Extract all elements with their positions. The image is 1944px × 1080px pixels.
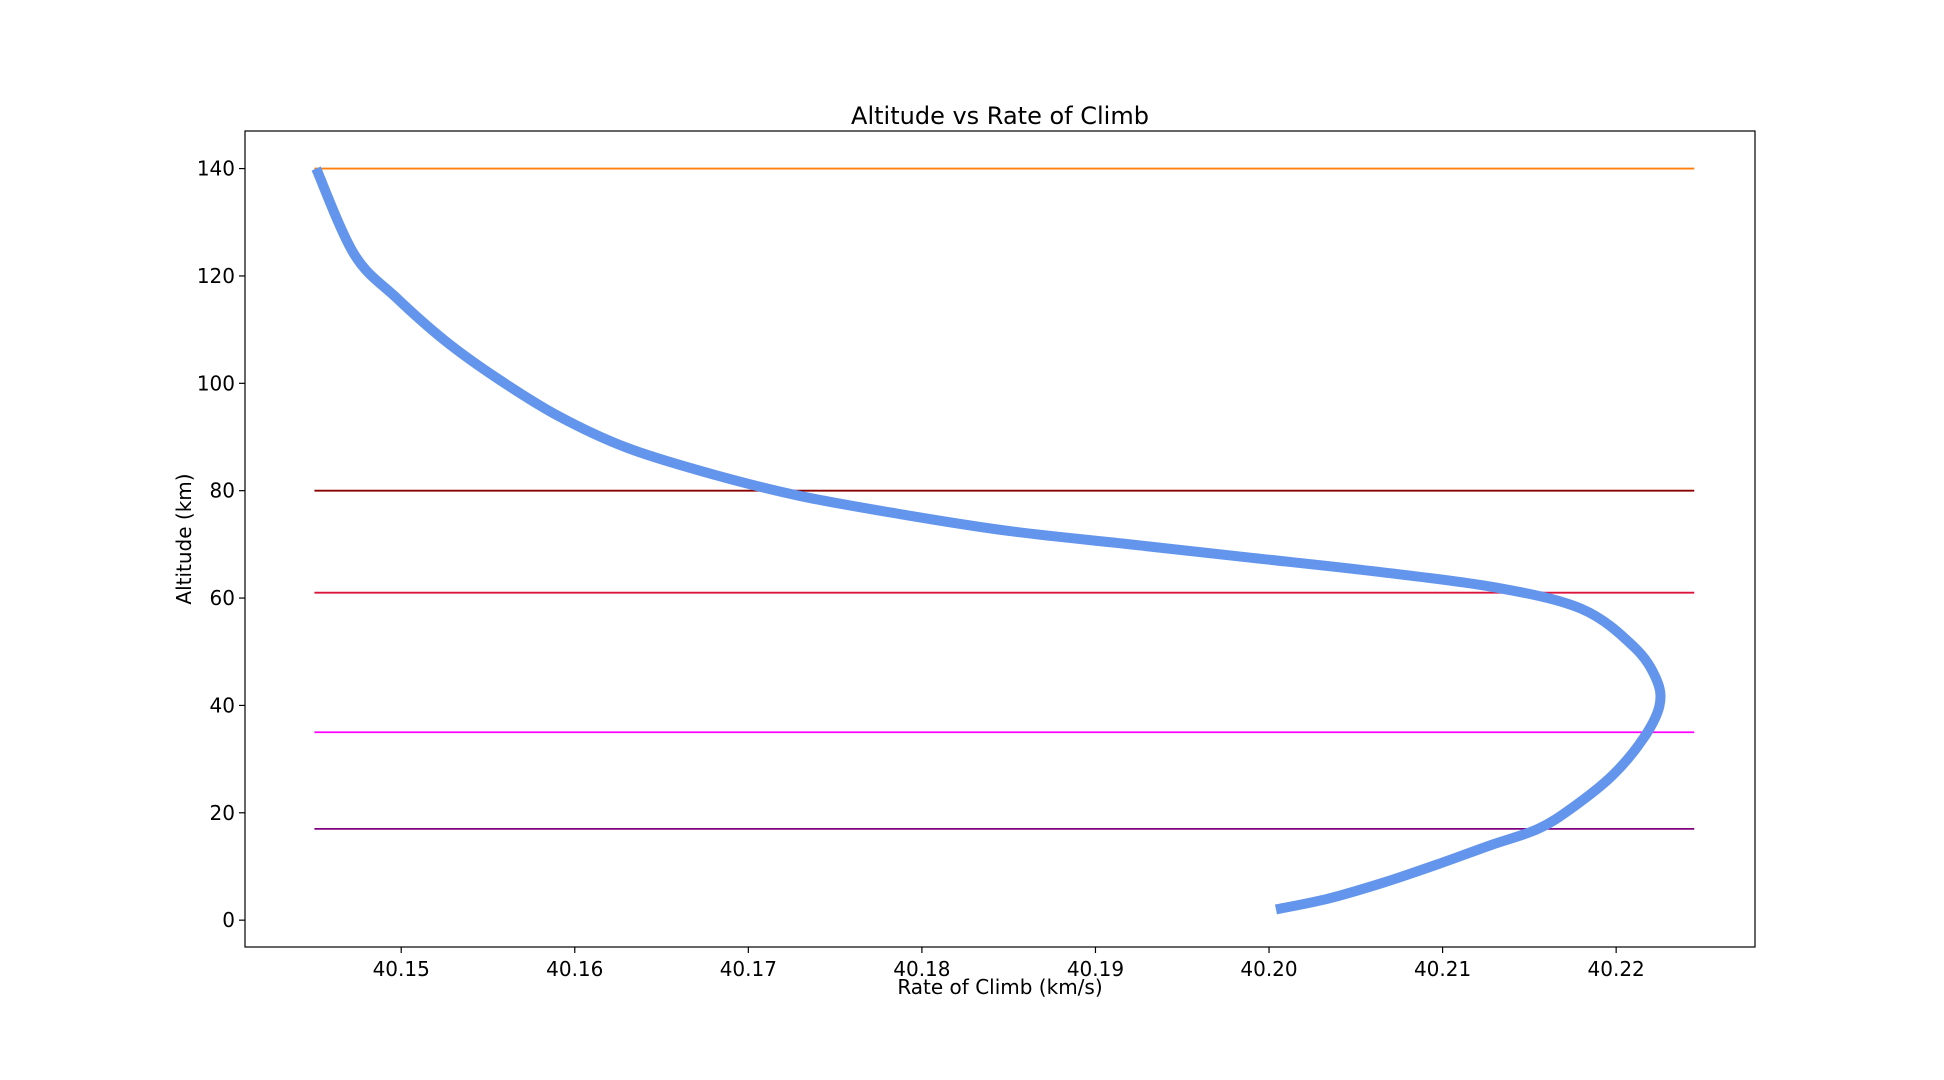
x-tick-label-1: 40.16: [546, 957, 603, 981]
y-tick-label-5: 100: [197, 371, 235, 395]
y-axis-label: Altitude (km): [172, 473, 196, 604]
plot-area-frame: [244, 130, 1756, 948]
y-tick-label-4: 80: [210, 479, 235, 503]
y-tick-label-2: 40: [210, 693, 235, 717]
x-tick-label-3: 40.18: [893, 957, 950, 981]
x-axis-label: Rate of Climb (km/s): [897, 975, 1102, 999]
y-tick-label-3: 60: [210, 586, 235, 610]
x-tick-label-4: 40.19: [1067, 957, 1124, 981]
reference-lines: [314, 167, 1695, 830]
y-tick-label-6: 120: [197, 264, 235, 288]
y-tick-label-7: 140: [197, 157, 235, 181]
x-tick-label-0: 40.15: [373, 957, 430, 981]
x-tick-label-7: 40.22: [1588, 957, 1645, 981]
series-layer: [311, 166, 1666, 915]
y-tick-label-1: 20: [210, 801, 235, 825]
chart-title: Altitude vs Rate of Climb: [851, 102, 1149, 130]
x-tick-label-2: 40.17: [720, 957, 777, 981]
x-tick-label-6: 40.21: [1414, 957, 1471, 981]
y-axis-ticks: 0 20 40 60 80 100 120 140: [197, 157, 245, 932]
y-tick-label-0: 0: [222, 908, 235, 932]
x-tick-label-5: 40.20: [1240, 957, 1297, 981]
series-line-0: [311, 166, 1666, 915]
x-axis-ticks: 40.15 40.16 40.17 40.18 40.19 40.20 40.21 40.22: [373, 947, 1645, 981]
